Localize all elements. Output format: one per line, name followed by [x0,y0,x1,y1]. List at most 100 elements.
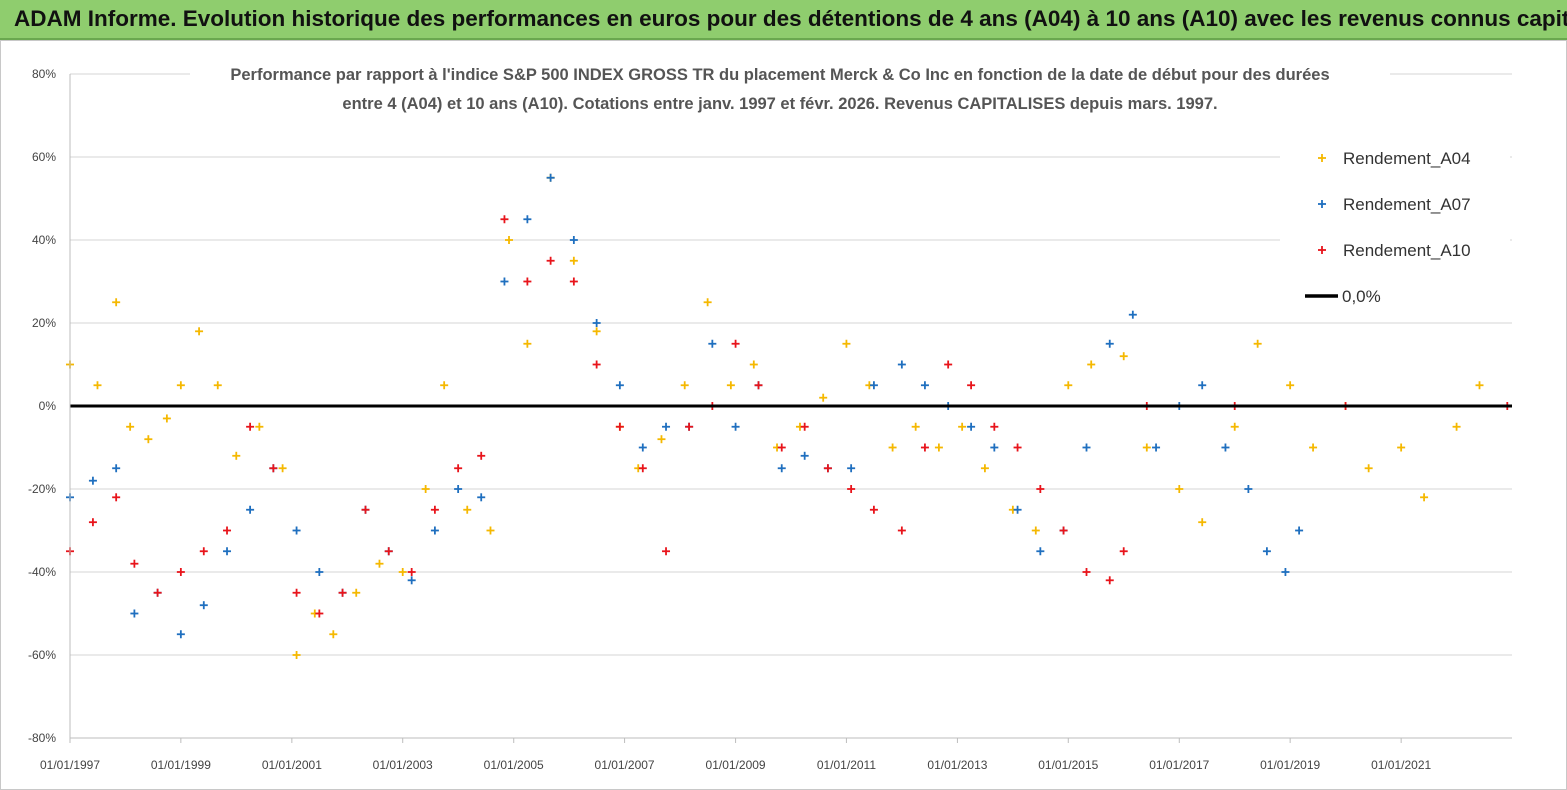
data-point-rendement_a07 [800,451,809,460]
data-point-rendement_a10 [546,256,555,265]
data-point-rendement_a04 [657,435,666,444]
data-point-rendement_a07 [223,547,232,556]
legend-label: Rendement_A07 [1343,195,1471,214]
data-point-rendement_a07 [199,601,208,610]
banner: ADAM Informe. Evolution historique des p… [0,0,1567,40]
data-point-rendement_a07 [1221,443,1230,452]
data-point-rendement_a10 [615,422,624,431]
data-point-rendement_a07 [615,381,624,390]
data-point-rendement_a04 [934,443,943,452]
data-point-rendement_a04 [1031,526,1040,535]
data-point-rendement_a10 [477,451,486,460]
data-point-rendement_a07 [869,381,878,390]
data-points [66,173,1512,659]
data-point-rendement_a10 [269,464,278,473]
data-point-rendement_a04 [749,360,758,369]
data-point-rendement_a04 [126,422,135,431]
data-point-rendement_a07 [130,609,139,618]
data-point-rendement_a07 [523,215,532,224]
x-tick-label: 01/01/2015 [1038,758,1098,772]
data-point-rendement_a10 [1105,576,1114,585]
legend-background [1280,140,1510,320]
data-point-rendement_a04 [176,381,185,390]
data-point-rendement_a10 [246,422,255,431]
data-point-rendement_a04 [842,339,851,348]
data-point-rendement_a10 [662,547,671,556]
data-point-rendement_a07 [430,526,439,535]
data-point-rendement_a04 [486,526,495,535]
data-point-rendement_a10 [920,443,929,452]
data-point-rendement_a10 [1059,526,1068,535]
data-point-rendement_a10 [176,568,185,576]
data-point-rendement_a07 [847,464,856,473]
legend-swatch [1318,200,1326,208]
data-point-rendement_a07 [1036,547,1045,556]
x-tick-label: 01/01/2019 [1260,758,1320,772]
x-tick-label: 01/01/2003 [373,758,433,772]
data-point-rendement_a10 [523,277,532,286]
data-point-rendement_a04 [819,393,828,402]
data-point-rendement_a07 [112,464,121,473]
data-point-rendement_a07 [662,422,671,431]
data-point-rendement_a07 [777,464,786,473]
data-point-rendement_a07 [500,277,509,286]
data-point-rendement_a10 [823,464,832,473]
data-point-rendement_a10 [223,526,232,535]
x-axis: 01/01/1997 01/01/1999 01/01/2001 01/01/2003… [40,737,1512,772]
data-point-rendement_a04 [463,505,472,514]
data-point-rendement_a04 [329,630,338,639]
data-point-rendement_a07 [1013,505,1022,514]
data-point-rendement_a07 [1105,339,1114,348]
legend-label: Rendement_A04 [1343,149,1471,168]
data-point-rendement_a07 [592,319,601,327]
data-point-rendement_a07 [176,630,185,639]
x-tick-label: 01/01/2009 [706,758,766,772]
data-point-rendement_a07 [246,505,255,514]
data-point-rendement_a04 [1420,493,1429,502]
data-point-rendement_a10 [292,588,301,597]
data-point-rendement_a04 [911,422,920,431]
data-point-rendement_a04 [440,381,449,390]
data-point-rendement_a07 [292,526,301,535]
data-point-rendement_a04 [112,298,121,307]
data-point-rendement_a07 [1082,443,1091,452]
data-point-rendement_a10 [500,215,509,224]
data-point-rendement_a04 [1452,422,1461,431]
data-point-rendement_a10 [869,505,878,514]
data-point-rendement_a10 [592,360,601,369]
data-point-rendement_a04 [398,568,407,576]
data-point-rendement_a04 [1309,443,1318,452]
data-point-rendement_a04 [726,381,735,390]
data-point-rendement_a07 [569,236,578,244]
y-tick-label: -60% [28,648,56,662]
data-point-rendement_a04 [255,422,264,431]
data-point-rendement_a10 [130,559,139,568]
data-point-rendement_a10 [407,568,416,576]
data-point-rendement_a04 [1230,422,1239,431]
data-point-rendement_a04 [1475,381,1484,390]
data-point-rendement_a10 [944,360,953,369]
y-tick-label: -80% [28,731,56,745]
data-point-rendement_a10 [800,422,809,431]
data-point-rendement_a10 [685,422,694,431]
data-point-rendement_a10 [384,547,393,556]
data-point-rendement_a07 [546,173,555,182]
y-tick-label: 80% [32,67,56,81]
data-point-rendement_a10 [990,422,999,431]
data-point-rendement_a04 [1175,485,1184,493]
data-point-rendement_a07 [1244,485,1253,493]
data-point-rendement_a07 [407,576,416,585]
x-tick-label: 01/01/2007 [595,758,655,772]
x-tick-label: 01/01/2021 [1371,758,1431,772]
y-tick-label: 0% [39,399,57,413]
data-point-rendement_a07 [990,443,999,452]
data-point-rendement_a07 [897,360,906,369]
data-point-rendement_a04 [980,464,989,473]
data-point-rendement_a04 [888,443,897,452]
data-point-rendement_a10 [897,526,906,535]
legend-label: 0,0% [1342,287,1381,306]
y-tick-label: 40% [32,233,56,247]
data-point-rendement_a10 [847,485,856,493]
chart-title-line-2: entre 4 (A04) et 10 ans (A10). Cotations… [342,95,1217,113]
data-point-rendement_a07 [731,422,740,431]
